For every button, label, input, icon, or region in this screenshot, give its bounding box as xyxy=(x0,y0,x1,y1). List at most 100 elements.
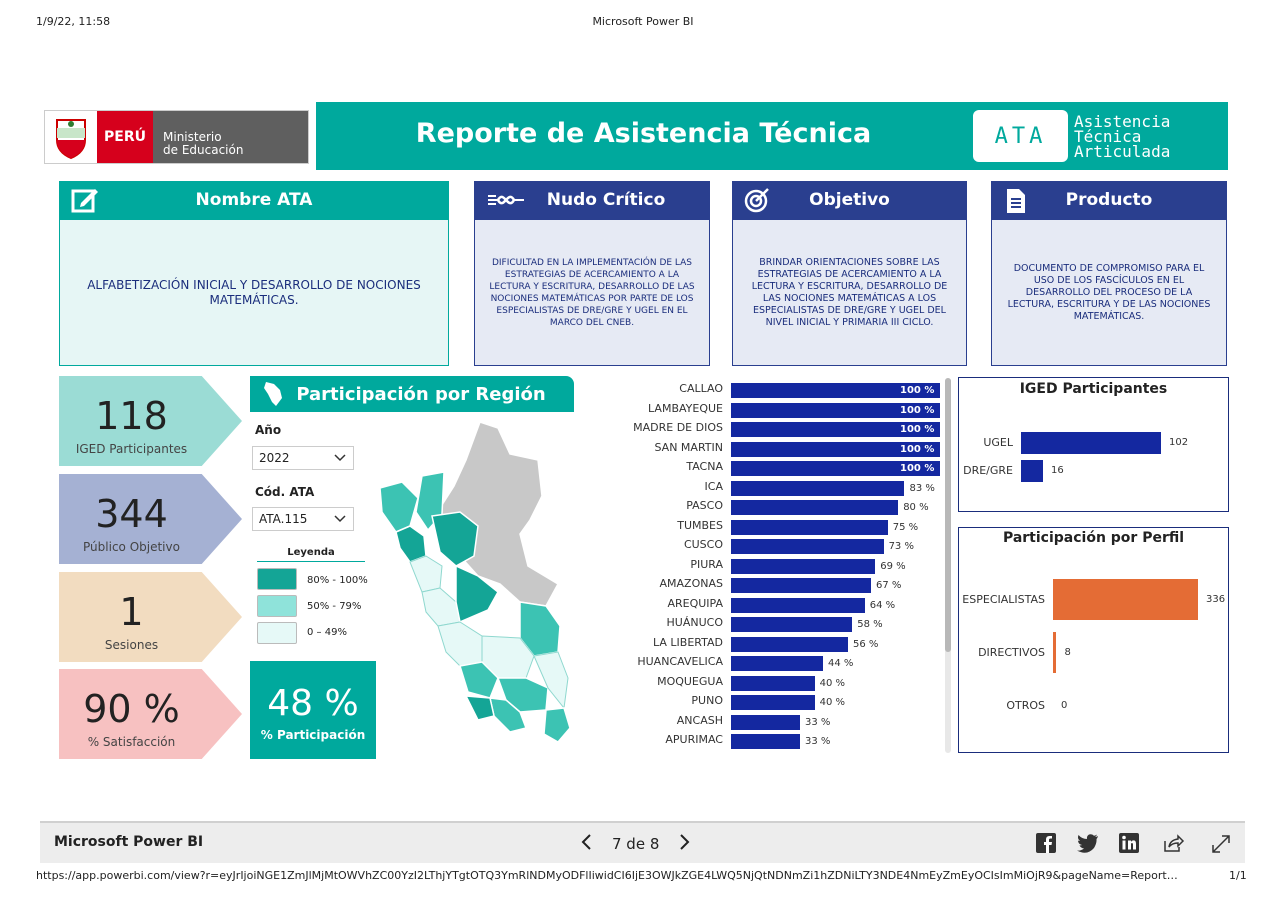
chart-bar[interactable] xyxy=(1053,579,1198,620)
region-bar[interactable] xyxy=(731,636,849,652)
region-bar-value: 100 % xyxy=(900,404,935,416)
chart-bar-value: 8 xyxy=(1064,646,1071,658)
edit-icon xyxy=(71,187,99,218)
footer-brand: Microsoft Power BI xyxy=(54,834,204,850)
region-bar-value: 67 % xyxy=(876,580,902,591)
region-bar-value: 40 % xyxy=(819,697,845,708)
region-bar[interactable] xyxy=(731,422,940,437)
perfil-chart-title: Participación por Perfil xyxy=(1002,530,1185,546)
region-bar-chart: CALLAO 100 % LAMBAYEQUE 100 % MADRE DE DIOS 1… xyxy=(600,378,950,753)
region-bar[interactable] xyxy=(731,383,940,398)
cod-filter-label: Cód. ATA xyxy=(255,485,315,499)
region-bar[interactable] xyxy=(731,617,853,632)
chart-category-label: UGEL xyxy=(983,436,1013,449)
legend-swatch-mid xyxy=(257,595,297,617)
peru-map-icon xyxy=(262,380,284,413)
legend-swatch-low xyxy=(257,622,297,644)
print-url: https://app.powerbi.com/view?r=eyJrIjoiN… xyxy=(36,869,1178,882)
region-bar-value: 56 % xyxy=(853,638,879,650)
expand-icon[interactable] xyxy=(1210,833,1232,855)
region-bar[interactable] xyxy=(731,597,865,613)
region-bar[interactable] xyxy=(731,578,872,593)
region-bar-value: 83 % xyxy=(909,482,935,494)
chart-category-label: ESPECIALISTAS xyxy=(962,592,1045,606)
region-bar-value: 33 % xyxy=(804,736,831,747)
card-objetivo-header: Objetivo xyxy=(732,181,967,219)
page-indicator: 7 de 8 xyxy=(612,835,660,853)
region-bar-label: CUSCO xyxy=(683,538,723,551)
region-bar-value: 80 % xyxy=(903,502,929,513)
region-bar-value: 73 % xyxy=(888,541,914,552)
card-producto-header: Producto xyxy=(991,181,1227,219)
region-bar-label: PIURA xyxy=(690,557,723,571)
card-producto-body: DOCUMENTO DE COMPROMISO PARA EL USO DE L… xyxy=(991,219,1227,366)
kpi-iged: 118 IGED Participantes xyxy=(59,376,242,466)
chevron-down-icon xyxy=(333,511,347,528)
linkedin-icon[interactable] xyxy=(1119,833,1141,855)
prev-page-icon[interactable] xyxy=(580,833,594,855)
ministry-label: Ministerio de Educación xyxy=(153,111,308,163)
region-bar-label: PASCO xyxy=(686,499,723,512)
year-filter-label: Año xyxy=(255,423,282,437)
region-bar-value: 75 % xyxy=(892,521,919,533)
chart-bar-value: 336 xyxy=(1206,593,1226,605)
cod-ata-select[interactable]: ATA.115 xyxy=(252,507,354,531)
region-bar[interactable] xyxy=(731,500,899,515)
region-bar-value: 69 % xyxy=(880,560,906,572)
kpi-satisfaccion: 90 % % Satisfacción xyxy=(59,669,242,759)
region-bar-label: CALLAO xyxy=(679,382,723,395)
legend-swatch-high xyxy=(257,568,297,590)
region-bar[interactable] xyxy=(731,480,905,496)
chart-bar-value: 0 xyxy=(1061,699,1068,711)
participation-kpi: 48 % % Participación xyxy=(250,661,376,759)
region-bar[interactable] xyxy=(731,441,940,457)
peru-label: PERÚ xyxy=(97,111,153,163)
region-bar-label: TACNA xyxy=(686,460,723,473)
region-bar[interactable] xyxy=(731,539,884,554)
region-bar-value: 58 % xyxy=(857,619,883,630)
region-bar-label: AMAZONAS xyxy=(659,577,723,590)
region-bar-label: MOQUEGUA xyxy=(657,674,723,688)
region-bar-label: SAN MARTIN xyxy=(654,440,724,454)
ata-words: Asistencia Técnica Articulada xyxy=(1074,112,1171,161)
region-bar[interactable] xyxy=(731,402,940,418)
print-datetime: 1/9/22, 11:58 xyxy=(36,15,111,28)
legend-label-high: 80% - 100% xyxy=(307,575,368,586)
region-bar-value: 100 % xyxy=(900,424,935,435)
share-icon[interactable] xyxy=(1163,833,1185,855)
perfil-chart-panel: Participación por Perfil ESPECIALISTAS 33… xyxy=(958,527,1229,753)
region-bar[interactable] xyxy=(731,558,876,574)
region-bar-value: 100 % xyxy=(900,463,935,474)
chevron-down-icon xyxy=(333,450,347,467)
peru-region-map[interactable] xyxy=(370,416,610,746)
print-title: Microsoft Power BI xyxy=(592,15,694,28)
region-bar-label: APURIMAC xyxy=(665,733,723,746)
region-bar[interactable] xyxy=(731,519,888,535)
card-nudo-header: Nudo Crítico xyxy=(474,181,710,219)
card-objetivo-body: BRINDAR ORIENTACIONES SOBRE LAS ESTRATEG… xyxy=(732,219,967,366)
region-bar[interactable] xyxy=(731,695,815,710)
chart-bar[interactable] xyxy=(1021,460,1043,482)
year-select[interactable]: 2022 xyxy=(252,446,354,470)
region-bar-label: ICA xyxy=(704,479,723,493)
region-bar[interactable] xyxy=(731,714,800,730)
chart-bar[interactable] xyxy=(1021,432,1161,454)
chart-scrollbar[interactable] xyxy=(945,378,951,753)
card-nombre-body: ALFABETIZACIÓN INICIAL Y DESARROLLO DE N… xyxy=(59,219,449,366)
region-bar[interactable] xyxy=(731,734,800,749)
legend-label-low: 0 – 49% xyxy=(307,627,347,638)
iged-chart-title: IGED Participantes xyxy=(1019,381,1168,397)
facebook-icon[interactable] xyxy=(1036,833,1058,855)
twitter-icon[interactable] xyxy=(1077,833,1099,855)
region-bar[interactable] xyxy=(731,656,823,671)
report-title: Reporte de Asistencia Técnica xyxy=(415,118,872,149)
region-bar[interactable] xyxy=(731,461,940,476)
chart-category-label: OTROS xyxy=(1006,698,1045,712)
document-icon xyxy=(1003,187,1027,220)
next-page-icon[interactable] xyxy=(677,833,691,855)
region-bar[interactable] xyxy=(731,675,815,691)
chart-bar[interactable] xyxy=(1053,632,1057,673)
chart-category-label: DRE/GRE xyxy=(963,464,1013,477)
region-bar-value: 100 % xyxy=(900,385,935,396)
chart-category-label: DIRECTIVOS xyxy=(978,645,1045,659)
